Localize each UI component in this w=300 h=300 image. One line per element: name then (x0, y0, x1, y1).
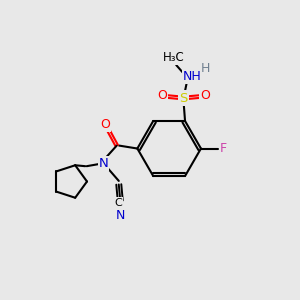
Text: H₃C: H₃C (162, 51, 184, 64)
Text: F: F (220, 142, 227, 155)
Text: N: N (116, 209, 125, 223)
Text: S: S (179, 92, 188, 104)
Text: O: O (157, 89, 167, 103)
Text: C: C (114, 198, 122, 208)
Text: N: N (99, 157, 108, 170)
Text: NH: NH (183, 70, 202, 83)
Text: O: O (100, 118, 110, 130)
Text: O: O (200, 89, 210, 103)
Text: H: H (201, 62, 210, 75)
